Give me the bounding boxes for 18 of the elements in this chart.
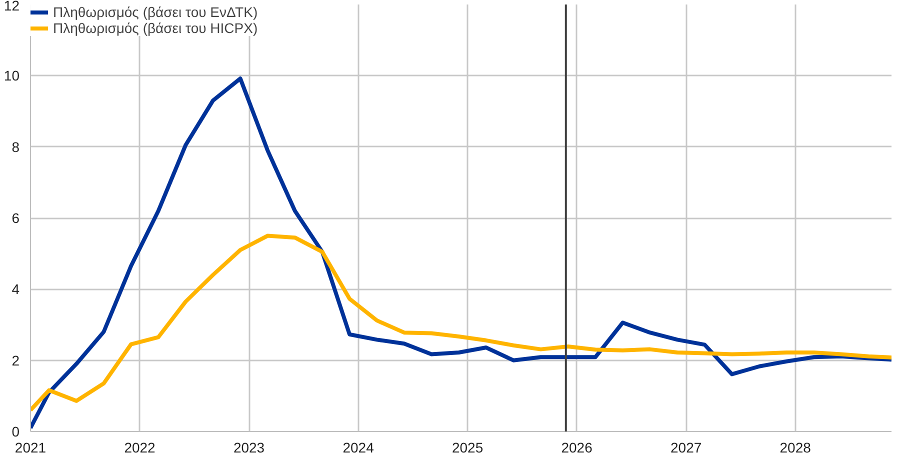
y-tick-label: 0	[12, 424, 20, 440]
y-tick-label: 12	[4, 0, 20, 14]
x-tick-label: 2022	[124, 440, 156, 456]
y-tick-label: 8	[12, 138, 20, 155]
line-series	[30, 234, 892, 412]
y-tick-label: 4	[12, 281, 20, 298]
legend-label: Πληθωρισμός (βάσει του HICPX)	[53, 20, 258, 36]
x-tick-label: 2024	[342, 440, 374, 456]
x-tick-label: 2026	[561, 440, 593, 456]
x-tick-label: 2027	[670, 440, 702, 456]
x-tick-label: 2028	[780, 440, 812, 456]
x-tick-label: 2025	[452, 440, 484, 456]
y-tick-label: 2	[12, 352, 20, 368]
x-tick-label: 2021	[14, 440, 46, 456]
x-tick-label: 2023	[233, 440, 265, 456]
legend-label: Πληθωρισμός (βάσει του ΕνΔΤΚ)	[53, 4, 258, 20]
y-tick-label: 10	[4, 68, 20, 84]
y-tick-label: 6	[12, 210, 20, 226]
